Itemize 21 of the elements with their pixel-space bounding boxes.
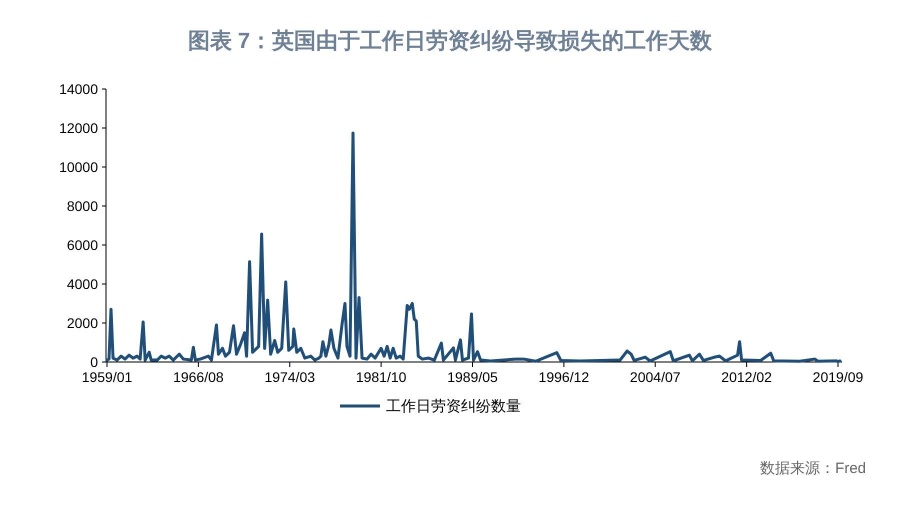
x-tick-label: 1966/08 [173, 369, 224, 385]
x-tick-label: 1974/03 [264, 369, 316, 385]
x-tick-label: 2019/09 [812, 369, 864, 385]
chart-title: 图表 7：英国由于工作日劳资纠纷导致损失的工作天数 [188, 28, 714, 53]
y-tick-label: 14000 [59, 81, 98, 97]
x-tick-label: 2012/02 [721, 369, 772, 385]
source-note: 数据来源：Fred [760, 460, 866, 477]
legend: 工作日劳资纠纷数量 [340, 398, 521, 415]
y-tick-label: 8000 [66, 198, 98, 214]
x-tick-label: 1996/12 [538, 369, 590, 385]
y-tick-label: 0 [90, 354, 98, 370]
y-tick-label: 10000 [59, 159, 98, 175]
x-tick-label: 1981/10 [356, 369, 407, 385]
x-tick-label: 1989/05 [447, 369, 498, 385]
y-tick-label: 12000 [59, 120, 98, 136]
y-tick-label: 6000 [66, 237, 98, 253]
y-tick-label: 4000 [66, 276, 98, 292]
x-tick-label: 2004/07 [630, 369, 681, 385]
x-tick-label: 1959/01 [82, 369, 133, 385]
legend-label: 工作日劳资纠纷数量 [386, 398, 521, 415]
y-tick-label: 2000 [66, 315, 98, 331]
